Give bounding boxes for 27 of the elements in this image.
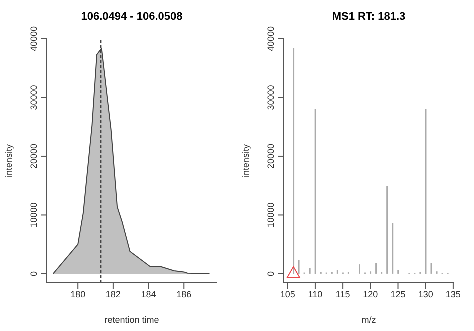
- y-tick-label: 30000: [266, 85, 276, 110]
- x-tick-label: 120: [363, 289, 378, 300]
- y-tick-label: 0: [29, 271, 39, 276]
- y-tick-label: 10000: [266, 202, 276, 228]
- x-tick-label: 110: [308, 289, 323, 300]
- x-tick-label: 125: [390, 289, 406, 300]
- x-axis-title: retention time: [104, 315, 160, 325]
- x-tick-label: 186: [176, 289, 192, 300]
- x-tick-label: 182: [106, 289, 121, 300]
- chart-title: 106.0494 - 106.0508: [80, 11, 184, 24]
- y-tick-label: 10000: [29, 202, 39, 228]
- x-tick-label: 135: [446, 289, 461, 300]
- y-tick-label: 20000: [29, 144, 39, 169]
- y-tick-label: 0: [266, 271, 276, 276]
- y-tick-label: 20000: [266, 144, 276, 169]
- y-tick-label: 40000: [29, 26, 39, 52]
- y-tick-label: 40000: [266, 26, 276, 52]
- x-axis-title: m/z: [362, 315, 377, 325]
- x-tick-label: 105: [280, 289, 296, 300]
- chart-title: MS1 RT: 181.3: [331, 11, 407, 24]
- y-axis-title: intensity: [4, 144, 14, 178]
- y-tick-label: 30000: [29, 85, 39, 110]
- x-tick-label: 180: [70, 289, 86, 300]
- x-tick-label: 184: [141, 289, 156, 300]
- x-tick-label: 130: [418, 289, 434, 300]
- x-tick-label: 115: [336, 289, 350, 300]
- y-axis-title: intensity: [241, 144, 251, 178]
